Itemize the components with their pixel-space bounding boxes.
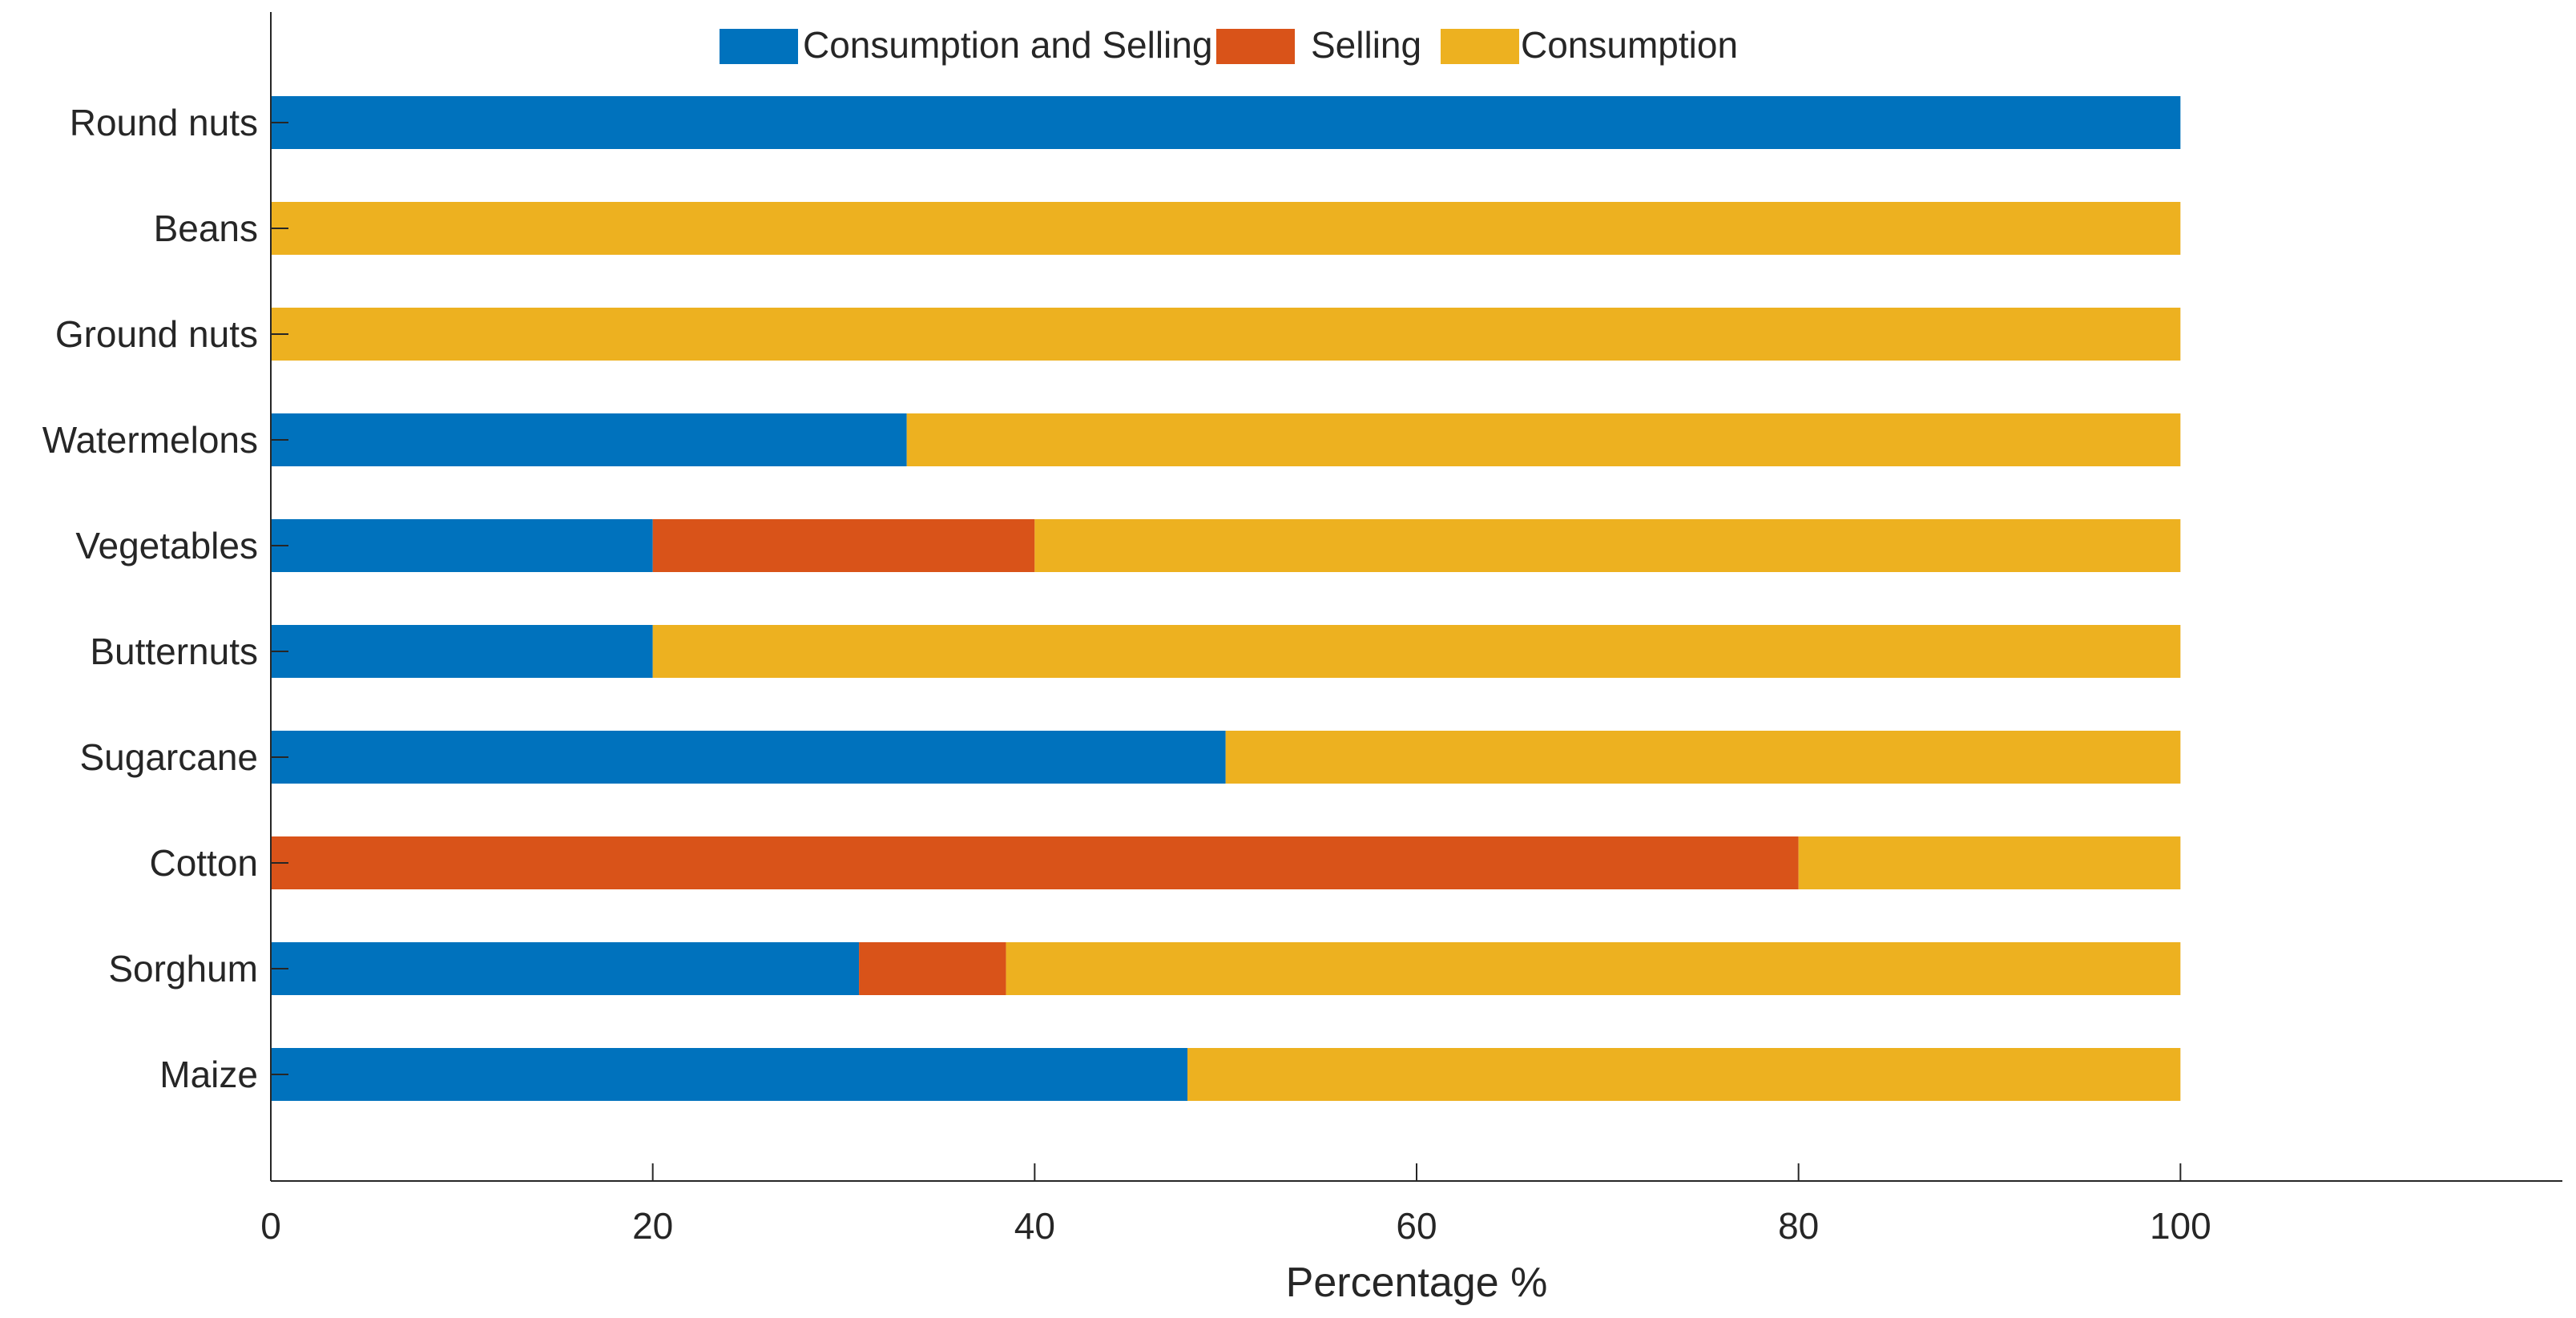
bar-ground-nuts-consumption	[271, 308, 2181, 361]
bar-butternuts-consumption-and-selling	[271, 625, 653, 678]
x-tick-label-0: 0	[260, 1205, 281, 1247]
bars-layer	[271, 96, 2181, 1101]
legend-label-consumption: Consumption	[1521, 24, 1738, 66]
bar-sorghum-consumption-and-selling	[271, 942, 860, 995]
legend[interactable]: Consumption and Selling Selling Consumptio…	[720, 24, 1738, 66]
x-tick-label-80: 80	[1778, 1205, 1819, 1247]
legend-swatch-selling	[1216, 29, 1295, 64]
y-category-label-beans: Beans	[154, 208, 258, 249]
y-category-label-sugarcane: Sugarcane	[80, 736, 259, 778]
bar-watermelons-consumption	[906, 413, 2181, 466]
bar-maize-consumption-and-selling	[271, 1048, 1187, 1101]
x-tick-label-40: 40	[1014, 1205, 1055, 1247]
y-category-label-butternuts: Butternuts	[90, 631, 258, 672]
legend-label-selling: Selling	[1311, 24, 1421, 66]
y-category-label-sorghum: Sorghum	[108, 948, 258, 990]
bar-sorghum-consumption	[1006, 942, 2181, 995]
bar-vegetables-consumption-and-selling	[271, 519, 653, 572]
bar-sorghum-selling	[859, 942, 1006, 995]
y-category-label-cotton: Cotton	[149, 842, 258, 884]
axes-layer	[270, 12, 2562, 1182]
bar-vegetables-consumption	[1034, 519, 2181, 572]
bar-butternuts-consumption	[652, 625, 2181, 678]
legend-item-selling[interactable]: Selling	[1216, 24, 1421, 66]
bar-beans-consumption	[271, 202, 2181, 255]
y-category-label-maize: Maize	[159, 1054, 258, 1095]
x-tick-label-20: 20	[632, 1205, 673, 1247]
legend-swatch-consumption	[1441, 29, 1519, 64]
x-tick-label-100: 100	[2150, 1205, 2211, 1247]
y-category-label-watermelons: Watermelons	[42, 419, 258, 461]
y-category-label-round-nuts: Round nuts	[70, 102, 258, 143]
bar-cotton-selling	[271, 836, 1799, 889]
legend-swatch-consumption-and-selling	[720, 29, 798, 64]
bar-sugarcane-consumption	[1225, 731, 2181, 784]
labels-layer: 0 20 40 60 80 100 Round nuts Beans Ground nuts Wa…	[42, 102, 2211, 1306]
bar-sugarcane-consumption-and-selling	[271, 731, 1226, 784]
legend-item-consumption-and-selling[interactable]: Consumption and Selling	[720, 24, 1212, 66]
bar-maize-consumption	[1187, 1048, 2181, 1101]
bar-watermelons-consumption-and-selling	[271, 413, 907, 466]
bar-vegetables-selling	[652, 519, 1035, 572]
legend-label-consumption-and-selling: Consumption and Selling	[803, 24, 1212, 66]
legend-item-consumption[interactable]: Consumption	[1441, 24, 1738, 66]
x-axis-title: Percentage %	[1286, 1260, 1548, 1306]
x-tick-label-60: 60	[1396, 1205, 1437, 1247]
y-category-label-vegetables: Vegetables	[75, 525, 258, 566]
bar-round-nuts-consumption-and-selling	[271, 96, 2181, 149]
bar-cotton-consumption	[1798, 836, 2181, 889]
y-category-label-ground-nuts: Ground nuts	[55, 313, 258, 355]
